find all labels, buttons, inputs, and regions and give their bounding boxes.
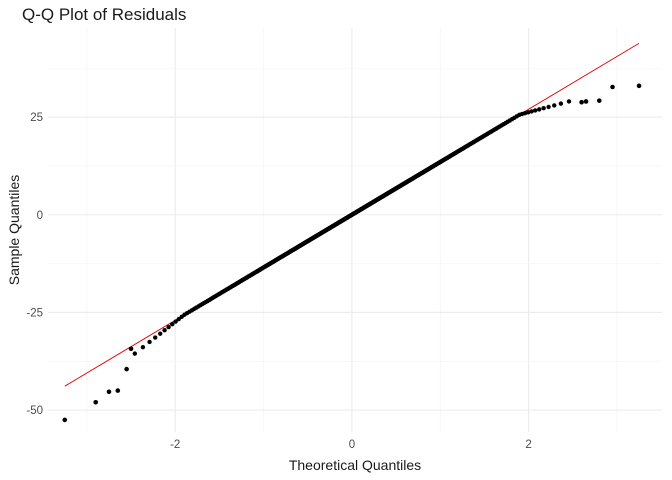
- data-point: [140, 344, 146, 350]
- y-tick-label: 0: [37, 210, 43, 222]
- data-point: [596, 98, 602, 103]
- data-point: [157, 331, 163, 336]
- x-tick-label: -2: [170, 439, 180, 451]
- y-tick-label: -25: [26, 307, 43, 319]
- data-point: [579, 99, 584, 105]
- data-point: [558, 101, 564, 106]
- x-tick-label: 0: [349, 439, 355, 451]
- data-point: [541, 106, 546, 111]
- data-point: [525, 110, 531, 115]
- data-point: [124, 366, 129, 372]
- x-tick-label: 2: [525, 439, 531, 451]
- data-point: [147, 339, 152, 345]
- data-point: [537, 107, 542, 112]
- data-point: [128, 346, 134, 352]
- data-point: [162, 328, 167, 333]
- y-axis-title: Sample Quantiles: [6, 175, 22, 286]
- data-point: [533, 108, 538, 113]
- data-point: [529, 109, 534, 114]
- data-points: [62, 83, 642, 423]
- x-axis-title: Theoretical Quantiles: [289, 457, 421, 473]
- data-point: [583, 99, 589, 104]
- data-point: [153, 335, 158, 340]
- data-point: [173, 319, 178, 324]
- data-point: [610, 84, 615, 90]
- data-point: [132, 351, 138, 356]
- y-tick-label: 25: [30, 112, 43, 124]
- data-point: [566, 99, 572, 104]
- tick-labels: -2 0 2 -50 -25 0 25: [26, 112, 531, 451]
- data-point: [166, 324, 171, 330]
- data-point: [546, 104, 551, 110]
- data-point: [106, 389, 112, 395]
- data-point: [636, 83, 642, 89]
- data-point: [170, 322, 175, 327]
- data-point: [552, 103, 557, 108]
- chart-title: Q-Q Plot of Residuals: [22, 5, 187, 24]
- grid: [48, 28, 662, 432]
- y-tick-label: -50: [26, 405, 43, 417]
- data-point: [93, 400, 99, 405]
- data-point: [62, 417, 68, 423]
- data-point: [115, 388, 121, 393]
